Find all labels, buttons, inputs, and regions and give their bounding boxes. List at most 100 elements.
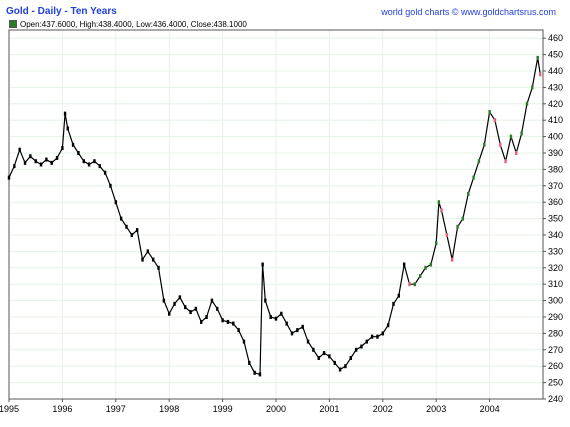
y-tick-label: 260 — [548, 361, 563, 371]
price-point — [87, 162, 91, 167]
price-point — [130, 233, 134, 237]
y-tick-label: 370 — [548, 181, 563, 191]
price-point — [509, 134, 513, 139]
price-point — [141, 257, 144, 262]
x-tick-label: 1998 — [159, 404, 179, 414]
y-tick-label: 440 — [548, 66, 563, 76]
x-tick-label: 1999 — [213, 404, 233, 414]
price-point — [93, 159, 96, 164]
price-point — [376, 334, 379, 339]
price-point — [55, 155, 59, 160]
ohlc-readout: Open:437.6000, High:438.4000, Low:436.40… — [9, 19, 247, 29]
price-point — [109, 183, 112, 188]
y-tick-label: 330 — [548, 246, 563, 256]
y-tick-label: 380 — [548, 164, 563, 174]
price-point — [264, 298, 267, 303]
price-point — [216, 306, 219, 311]
price-point — [539, 72, 542, 77]
price-point — [354, 347, 358, 352]
price-point — [261, 262, 264, 267]
price-point — [301, 324, 304, 329]
chart-credit[interactable]: world gold charts © www.goldchartsrus.co… — [381, 7, 556, 17]
price-point — [157, 265, 160, 270]
x-tick-label: 2000 — [266, 404, 286, 414]
price-point — [242, 339, 246, 344]
price-point — [290, 331, 294, 336]
price-point — [237, 328, 240, 333]
price-point — [413, 282, 417, 287]
price-point — [445, 233, 449, 237]
price-point — [221, 318, 224, 323]
price-point — [178, 295, 182, 300]
price-point — [173, 301, 176, 306]
x-tick-label: 2002 — [373, 404, 393, 414]
y-tick-label: 390 — [548, 148, 563, 158]
price-point — [381, 331, 384, 336]
price-point — [504, 159, 507, 164]
y-tick-label: 280 — [548, 328, 563, 338]
x-tick-label: 2001 — [319, 404, 339, 414]
price-point — [232, 321, 235, 326]
price-point — [103, 170, 107, 175]
x-tick-label: 2004 — [480, 404, 500, 414]
y-tick-label: 360 — [548, 197, 563, 207]
price-point — [280, 311, 283, 316]
price-point — [18, 147, 21, 152]
price-point — [467, 192, 470, 196]
price-point — [50, 160, 53, 165]
y-tick-label: 460 — [548, 33, 563, 43]
price-point — [317, 356, 320, 360]
price-point — [365, 339, 368, 344]
price-point — [456, 224, 459, 229]
price-point — [205, 315, 208, 319]
x-tick-label: 1997 — [106, 404, 126, 414]
price-point — [520, 131, 523, 136]
price-point — [349, 356, 352, 360]
y-tick-label: 350 — [548, 214, 563, 224]
price-point — [437, 200, 441, 205]
price-point — [29, 154, 32, 159]
price-point — [435, 241, 438, 246]
price-point — [392, 301, 395, 306]
price-point — [184, 305, 187, 310]
price-point — [210, 298, 214, 303]
y-tick-label: 320 — [548, 263, 563, 273]
price-point — [360, 344, 363, 349]
price-point — [536, 55, 539, 60]
price-point — [477, 159, 481, 164]
y-tick-label: 450 — [548, 50, 563, 60]
price-point — [338, 367, 342, 372]
price-point — [440, 208, 443, 213]
price-point — [322, 351, 326, 356]
price-point — [386, 323, 390, 328]
price-point — [499, 142, 502, 147]
price-point — [200, 319, 203, 324]
price-point — [274, 316, 278, 321]
ohlc-swatch-icon — [9, 20, 17, 28]
price-point — [194, 306, 198, 311]
price-point — [248, 360, 251, 365]
price-point — [269, 315, 272, 319]
y-tick-label: 250 — [548, 378, 563, 388]
price-point — [98, 164, 101, 169]
y-tick-label: 240 — [548, 394, 563, 404]
price-point — [162, 298, 166, 303]
price-point — [77, 151, 80, 155]
price-point — [370, 334, 374, 339]
price-point — [429, 262, 433, 267]
x-tick-label: 1996 — [52, 404, 72, 414]
price-point — [344, 364, 347, 369]
y-tick-label: 420 — [548, 99, 563, 109]
price-point — [45, 157, 48, 162]
price-point — [82, 159, 85, 164]
price-point — [23, 160, 27, 165]
price-point — [13, 164, 16, 169]
y-tick-label: 410 — [548, 115, 563, 125]
price-point — [488, 110, 491, 114]
price-point — [135, 228, 139, 233]
price-point — [408, 282, 411, 287]
x-tick-label: 2003 — [426, 404, 446, 414]
price-point — [461, 216, 465, 221]
price-point — [493, 118, 497, 123]
